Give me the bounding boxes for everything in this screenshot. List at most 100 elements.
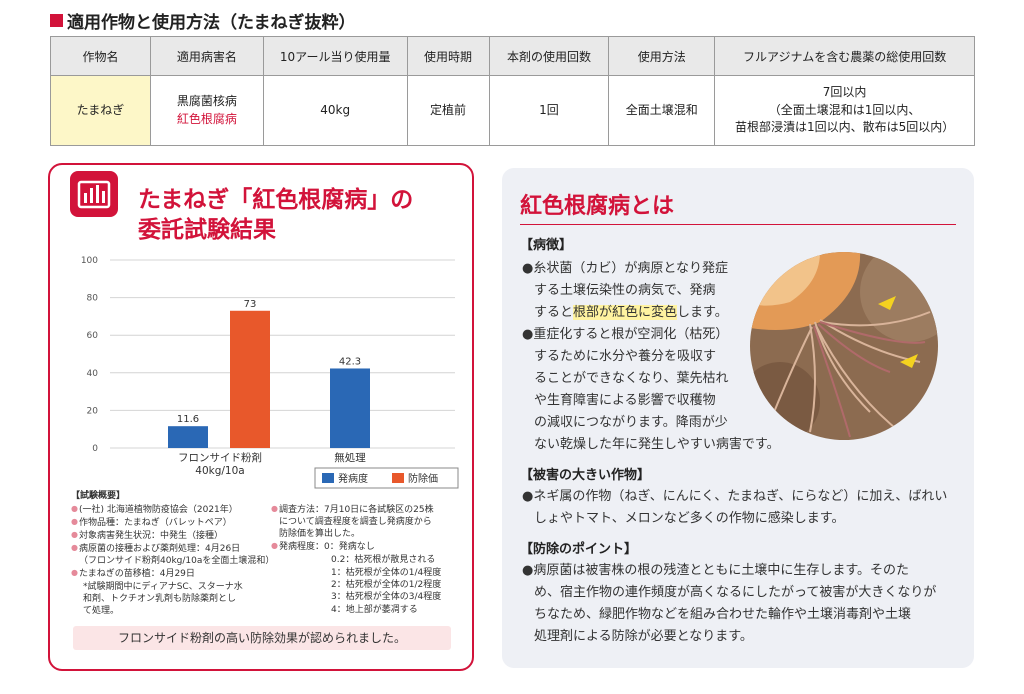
bar [230, 310, 270, 448]
control-line: 処理剤による防除が必要となります。 [534, 629, 753, 644]
method-cell: 全面土壌混和 [608, 75, 716, 146]
summary-left-column: (一社) 北海道植物防疫協会（2021年） 作物品種：たまねぎ（バレットペア） … [71, 504, 275, 617]
timing-cell: 定植前 [406, 75, 490, 146]
crop-cell: たまねぎ [50, 75, 151, 146]
table-header: 10アール当り使用量 [262, 36, 408, 76]
summary-note-1: *試験期間中にディアナSC、スターナ水 [83, 582, 243, 593]
summary-item-text: 病原菌の接種および薬剤処理：4月26日 [79, 544, 241, 555]
table-row: たまねぎ 黒腐菌核病 紅色根腐病 40kg 定植前 1回 全面土壌混和 7回以内… [50, 75, 975, 146]
damage-text: ●ネギ属の作物（ねぎ、にんにく、たまねぎ、にらなど）に加え、ばれい しょやトマト… [522, 486, 947, 530]
onion-root-photo [750, 252, 938, 440]
red-square-icon [50, 14, 63, 27]
data-label: 11.6 [177, 414, 199, 425]
total-line-2: （全面土壌混和は1回以内、 [768, 102, 921, 117]
title-divider [520, 224, 956, 225]
x-tick-label: フロンサイド粉剤 [178, 451, 262, 464]
table-header-row: 作物名 適用病害名 10アール当り使用量 使用時期 本剤の使用回数 使用方法 フ… [50, 36, 975, 76]
summary-item: 調査方法：7月10日に各試験区の25株 について調査程度を調査し発病度から 防除… [271, 504, 461, 540]
card-title-line-2: 委託試験結果 [138, 217, 276, 244]
usage-table: 作物名 適用病害名 10アール当り使用量 使用時期 本剤の使用回数 使用方法 フ… [50, 36, 975, 146]
legend-box [314, 467, 459, 489]
data-label: 42.3 [339, 356, 361, 367]
total-line-3: 苗根部浸漬は1回以内、散布は5回以内） [734, 120, 955, 135]
legend-swatch [322, 473, 334, 483]
summary-item: 発病程度：0：発病なし [271, 541, 461, 553]
count-cell: 1回 [488, 75, 610, 146]
section-title-text: 適用作物と使用方法（たまねぎ抜粋） [67, 13, 356, 33]
y-tick-label: 0 [92, 444, 98, 454]
data-label: 73 [244, 299, 257, 310]
y-tick-label: 20 [87, 406, 99, 416]
summary-note-3: て処理。 [83, 606, 120, 617]
table-header: 適用病害名 [149, 36, 264, 76]
summary-item: たまねぎの苗移植：4月29日 [71, 568, 271, 580]
y-tick-label: 100 [81, 256, 98, 266]
control-line: ちなため、緑肥作物などを組み合わせた輪作や土壌消毒剤や土壌 [534, 607, 912, 622]
conclusion-banner: フロンサイド粉剤の高い防除効果が認められました。 [73, 626, 451, 650]
bar-chart-icon [70, 171, 118, 217]
symptom-line: ない乾燥した年に発生しやすい病害です。 [534, 437, 780, 452]
y-tick-label: 80 [87, 294, 99, 304]
y-tick-label: 40 [87, 369, 99, 379]
symptom-text: すると [534, 305, 574, 320]
degree-line: 1：枯死根が全体の1/4程度 [331, 567, 442, 578]
trial-summary: 【試験概要】 (一社) 北海道植物防疫協会（2021年） 作物品種：たまねぎ（バ… [71, 488, 461, 617]
symptom-line: や生育障害による影響で収穫物 [534, 393, 716, 408]
symptom-line: の減収につながります。降雨が少 [534, 415, 728, 430]
control-line: ●病原菌は被害株の根の残渣とともに土壌中に生存します。そのた [522, 563, 910, 578]
table-header: 使用時期 [406, 36, 490, 76]
bar [330, 368, 370, 448]
x-tick-label: 40kg/10a [195, 465, 244, 477]
trial-bar-chart: 0 20 40 60 80 100 11.6 73 フロンサイド粉剤40kg/10a 42.3 無処… [81, 256, 459, 489]
section-title: 適用作物と使用方法（たまねぎ抜粋） [50, 8, 356, 33]
disease-cell: 黒腐菌核病 紅色根腐病 [149, 75, 264, 146]
table-header: 本剤の使用回数 [488, 36, 610, 76]
table-header: 使用方法 [608, 36, 716, 76]
amount-cell: 40kg [262, 75, 408, 146]
method-line-3: 防除価を算出した。 [279, 529, 361, 540]
symptom-line: ●糸状菌（カビ）が病原となり発症 [522, 261, 728, 276]
control-heading: 【防除のポイント】 [520, 542, 638, 557]
summary-item: (一社) 北海道植物防疫協会（2021年） [71, 504, 271, 516]
summary-item: 作物品種：たまねぎ（バレットペア） [71, 517, 271, 529]
card-title: たまねぎ「紅色根腐病」の 委託試験結果 [138, 185, 468, 246]
degree-line: 2：枯死根が全体の1/2程度 [331, 580, 442, 590]
trial-result-card: たまねぎ「紅色根腐病」の 委託試験結果 0 20 40 60 80 100 11.6 73 フロ… [48, 163, 474, 671]
symptom-line: するために水分や養分を吸収す [534, 349, 717, 364]
damage-line: ●ネギ属の作物（ねぎ、にんにく、たまねぎ、にらなど）に加え、ばれい [522, 489, 948, 504]
control-line: め、宿主作物の連作頻度が高くなるにしたがって被害が大きくなりが [534, 585, 937, 600]
damage-heading: 【被害の大きい作物】 [520, 468, 651, 483]
symptom-line: すると根部が紅色に変色します。 [522, 302, 780, 324]
degree-line: 4：地上部が萎凋する [331, 604, 418, 615]
table-header: フルアジナムを含む農薬の総使用回数 [714, 36, 975, 76]
control-text: ●病原菌は被害株の根の残渣とともに土壌中に生存します。そのた め、宿主作物の連作… [522, 560, 936, 648]
disease-info-title: 紅色根腐病とは [520, 194, 675, 219]
disease-info-card: 紅色根腐病とは 【病徴】 ●糸状菌（カビ）が病原となり発症 する土壌伝染性の病気… [502, 168, 974, 668]
card-title-line-1: たまねぎ「紅色根腐病」の [138, 187, 414, 213]
summary-item: 対象病害発生状況：中発生（接種） [71, 530, 271, 542]
symptom-line: する土壌伝染性の病気で、発病 [534, 283, 716, 298]
summary-heading: 【試験概要】 [71, 491, 126, 501]
legend-swatch [392, 473, 404, 483]
symptoms-heading: 【病徴】 [520, 238, 573, 253]
summary-item-subnote: （フロンサイド粉剤40kg/10aを全面土壌混和） [79, 556, 275, 567]
summary-note-2: 和剤、トクチオン乳剤も防除薬剤とし [83, 594, 237, 605]
symptom-highlight: 根部が紅色に変色 [573, 305, 678, 320]
symptom-text: します。 [677, 305, 728, 320]
summary-item: 病原菌の接種および薬剤処理：4月26日 （フロンサイド粉剤40kg/10aを全面… [71, 543, 275, 567]
summary-right-column: 調査方法：7月10日に各試験区の25株 について調査程度を調査し発病度から 防除… [271, 504, 461, 617]
symptoms-text: ●糸状菌（カビ）が病原となり発症 する土壌伝染性の病気で、発病 すると根部が紅色… [522, 258, 780, 456]
table-header: 作物名 [50, 36, 151, 76]
disease-2: 紅色根腐病 [176, 111, 237, 126]
degree-line: 3：枯死根が全体の3/4程度 [331, 592, 442, 603]
degree-line: 0.2：枯死根が散見される [331, 555, 436, 566]
disease-1: 黒腐菌核病 [176, 94, 237, 109]
legend-label: 防除価 [408, 472, 438, 485]
damage-line: しょやトマト、メロンなど多くの作物に感染します。 [534, 511, 845, 526]
x-tick-label: 無処理 [334, 451, 366, 464]
total-cell: 7回以内 （全面土壌混和は1回以内、 苗根部浸漬は1回以内、散布は5回以内） [714, 75, 975, 146]
y-tick-label: 60 [87, 331, 99, 341]
method-line-1: 調査方法：7月10日に各試験区の25株 [279, 505, 434, 515]
method-line-2: について調査程度を調査し発病度から [279, 517, 432, 528]
